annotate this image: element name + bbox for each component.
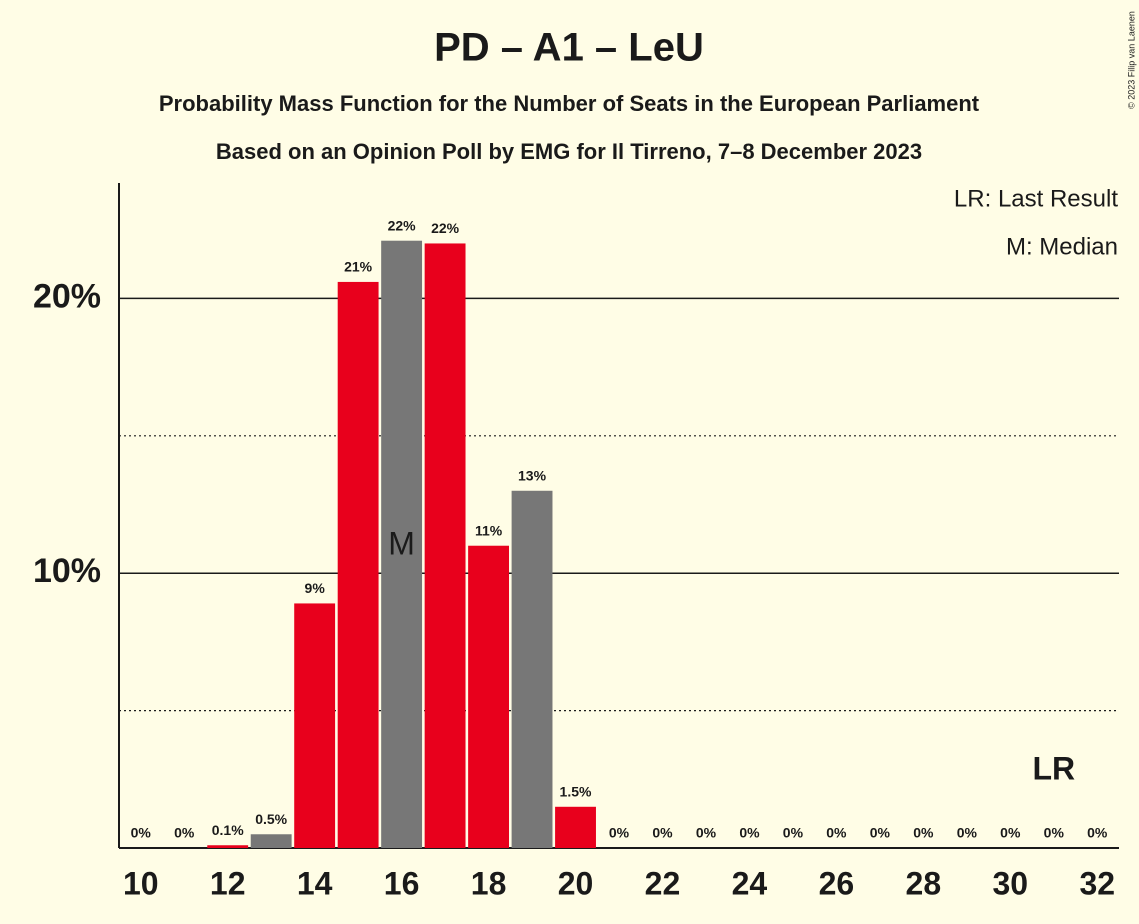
- value-label: 22%: [388, 217, 417, 233]
- legend-entry: M: Median: [1006, 233, 1118, 260]
- bar: [424, 243, 466, 849]
- value-label: 0%: [783, 825, 804, 841]
- subtitle: Based on an Opinion Poll by EMG for Il T…: [216, 139, 922, 164]
- x-tick-label: 30: [993, 865, 1029, 901]
- value-label: 0%: [826, 825, 847, 841]
- legend-entry: LR: Last Result: [954, 185, 1118, 212]
- x-tick-label: 16: [384, 865, 420, 901]
- last-result-marker: LR: [1032, 750, 1075, 786]
- value-label: 0%: [870, 825, 891, 841]
- x-tick-label: 24: [732, 865, 768, 901]
- value-label: 0%: [174, 825, 195, 841]
- bar: [294, 603, 336, 848]
- x-tick-label: 10: [123, 865, 159, 901]
- bar: [555, 806, 596, 848]
- value-label: 0.1%: [212, 822, 244, 838]
- value-label: 0%: [1000, 825, 1021, 841]
- x-tick-label: 14: [297, 865, 333, 901]
- value-label: 21%: [344, 259, 373, 275]
- value-label: 1.5%: [560, 783, 592, 799]
- chart-title: PD – A1 – LeU: [434, 26, 704, 70]
- value-label: 0%: [696, 825, 717, 841]
- x-tick-label: 20: [558, 865, 594, 901]
- value-label: 0%: [913, 825, 934, 841]
- x-tick-label: 12: [210, 865, 246, 901]
- value-label: 0.5%: [255, 811, 287, 827]
- subtitle: Probability Mass Function for the Number…: [159, 91, 980, 116]
- value-label: 0%: [131, 825, 152, 841]
- x-tick-label: 22: [645, 865, 681, 901]
- bar: [468, 545, 509, 848]
- value-label: 0%: [1044, 825, 1065, 841]
- bar: [381, 240, 423, 848]
- x-tick-label: 26: [819, 865, 855, 901]
- bar: [511, 490, 553, 848]
- value-label: 13%: [518, 467, 547, 483]
- value-label: 0%: [739, 825, 760, 841]
- copyright: © 2023 Filip van Laenen: [1126, 11, 1136, 109]
- x-tick-label: 18: [471, 865, 507, 901]
- value-label: 0%: [609, 825, 630, 841]
- bar: [207, 845, 249, 848]
- median-marker: M: [388, 525, 415, 561]
- value-label: 11%: [475, 522, 503, 538]
- value-label: 0%: [1087, 825, 1108, 841]
- x-tick-label: 28: [906, 865, 942, 901]
- value-label: 9%: [305, 580, 326, 596]
- bar: [250, 834, 292, 848]
- y-tick-label: 10%: [33, 552, 101, 590]
- value-label: 22%: [431, 220, 460, 236]
- x-tick-label: 32: [1079, 865, 1115, 901]
- value-label: 0%: [652, 825, 673, 841]
- bar: [337, 281, 379, 848]
- value-label: 0%: [957, 825, 978, 841]
- y-tick-label: 20%: [33, 277, 101, 315]
